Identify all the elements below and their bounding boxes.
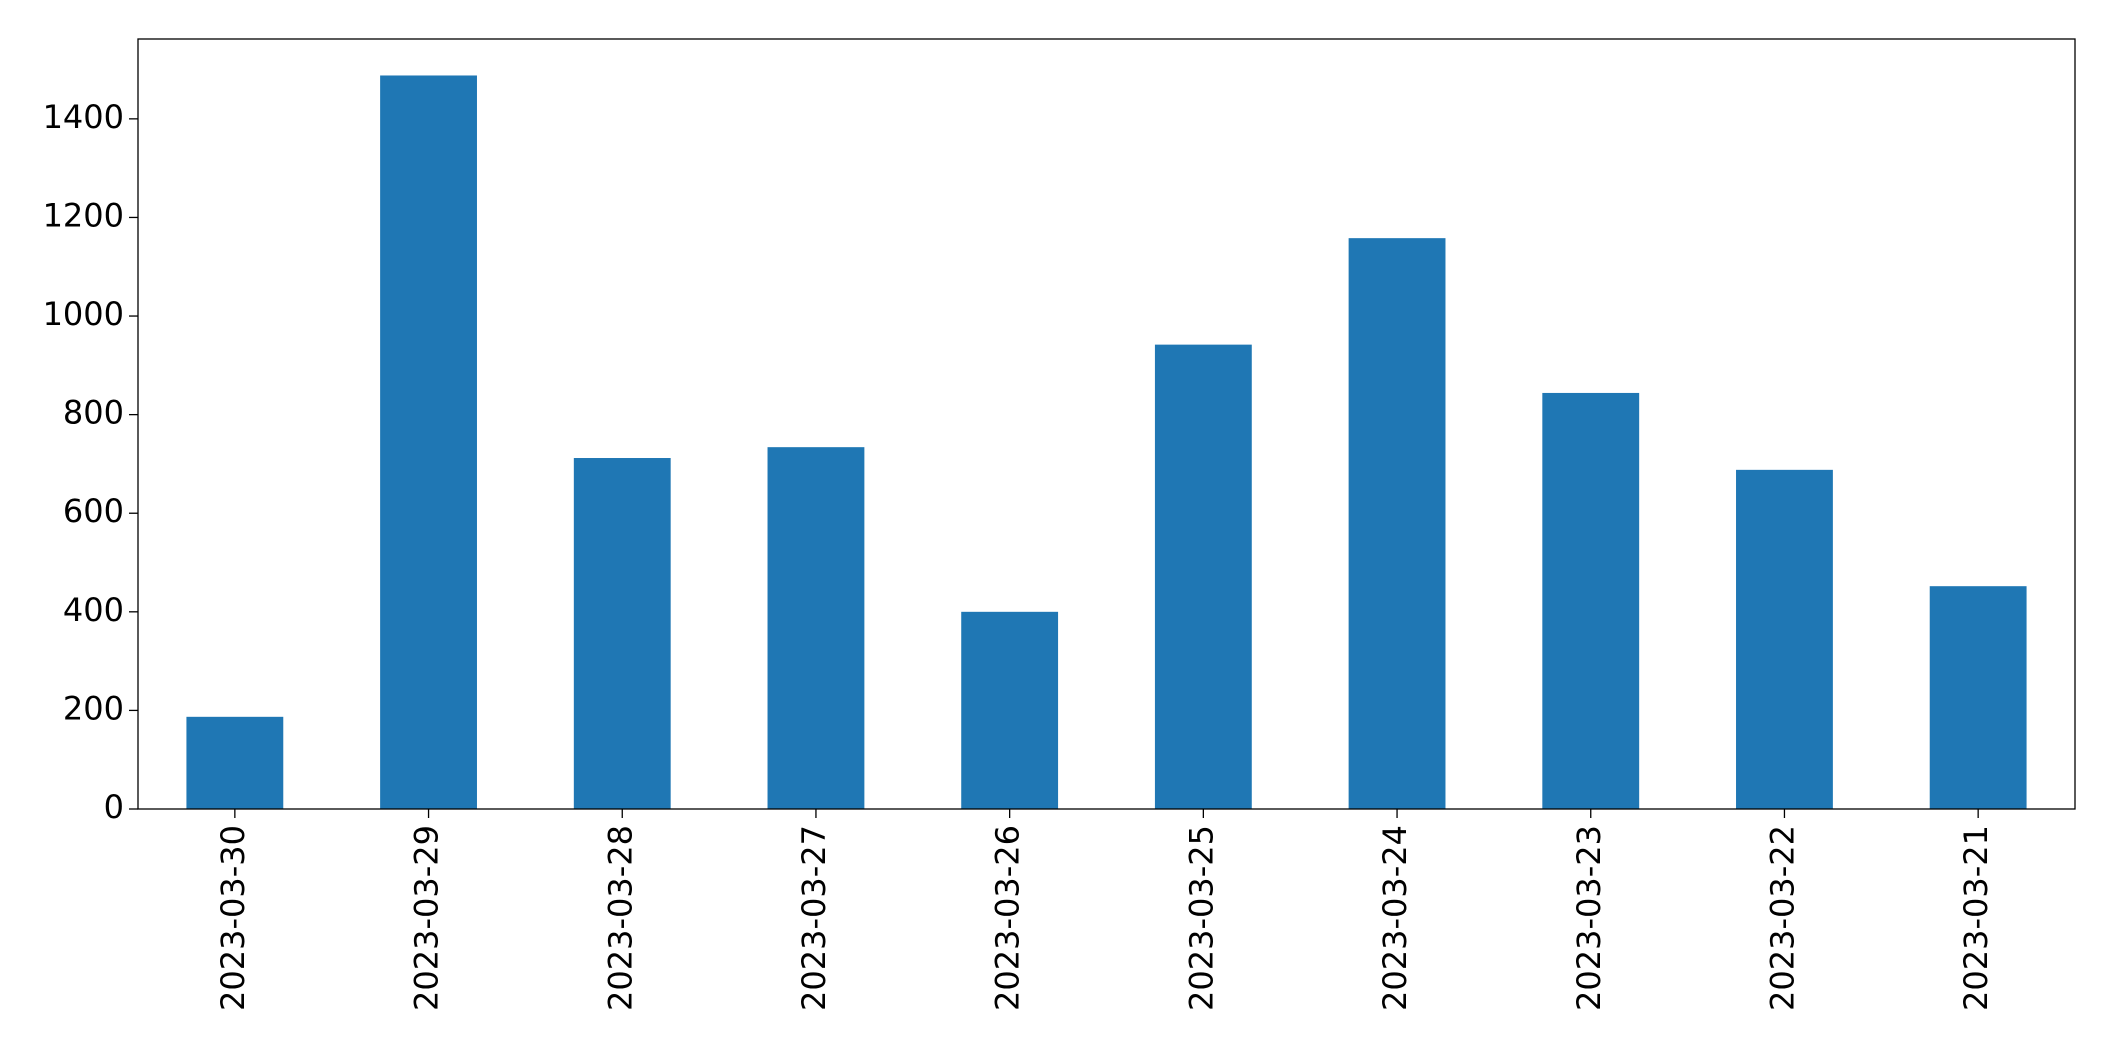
bar <box>573 458 671 809</box>
x-tick-label: 2023-03-21 <box>1957 825 1995 1011</box>
x-tick-label: 2023-03-28 <box>601 825 639 1011</box>
bar <box>1542 392 1640 809</box>
x-tick-label: 2023-03-22 <box>1763 825 1801 1011</box>
y-tick-label: 400 <box>63 591 124 629</box>
x-tick-label: 2023-03-24 <box>1376 825 1414 1011</box>
x-tick-label: 2023-03-30 <box>214 825 252 1011</box>
x-tick-label: 2023-03-27 <box>795 825 833 1011</box>
y-tick-label: 600 <box>63 492 124 530</box>
y-tick-label: 0 <box>104 788 124 826</box>
x-tick-label: 2023-03-25 <box>1182 825 1220 1011</box>
y-tick-label: 200 <box>63 689 124 727</box>
y-tick-label: 1400 <box>43 98 124 136</box>
bar <box>1929 586 2027 809</box>
x-tick-label: 2023-03-23 <box>1570 825 1608 1011</box>
bar <box>1736 469 1833 809</box>
bar <box>1154 344 1252 809</box>
bar <box>186 716 284 809</box>
bar <box>380 75 477 809</box>
bar <box>961 611 1059 809</box>
bar <box>1348 238 1446 810</box>
x-tick-label: 2023-03-26 <box>989 825 1027 1011</box>
y-tick-label: 1000 <box>43 295 124 333</box>
x-tick-label: 2023-03-29 <box>408 825 446 1011</box>
plot-frame <box>137 38 2076 810</box>
y-tick-label: 800 <box>63 394 124 432</box>
y-tick-label: 1200 <box>43 196 124 234</box>
bar <box>767 447 865 809</box>
